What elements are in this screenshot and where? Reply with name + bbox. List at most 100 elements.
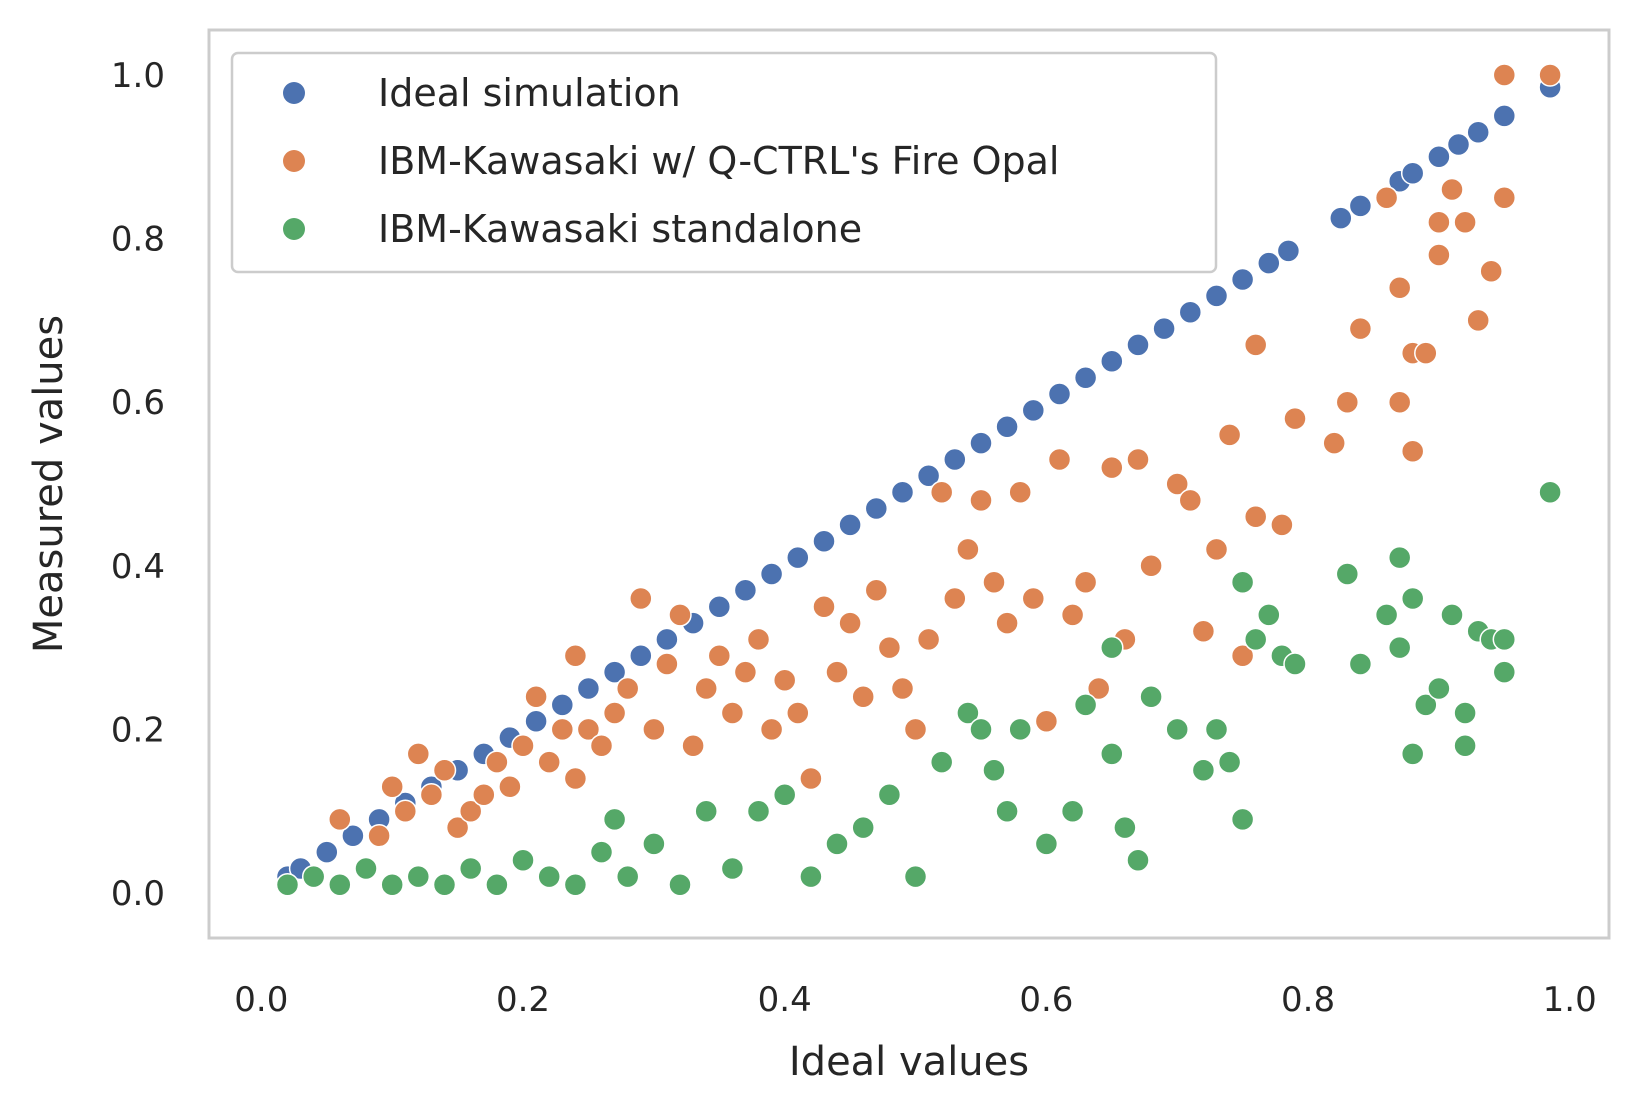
- point-series-1-50: [995, 611, 1019, 635]
- point-series-1-42: [890, 676, 915, 701]
- point-series-2-44: [1230, 570, 1255, 594]
- point-series-0-26: [943, 447, 967, 472]
- point-series-0-34: [1152, 316, 1176, 341]
- point-series-1-10: [485, 750, 509, 774]
- point-series-2-31: [1008, 717, 1032, 742]
- point-series-2-3: [354, 856, 378, 881]
- point-series-1-81: [1427, 210, 1451, 234]
- point-series-1-35: [799, 766, 823, 791]
- point-series-2-22: [825, 832, 849, 856]
- point-series-1-6: [432, 758, 457, 783]
- point-series-2-49: [1283, 652, 1307, 676]
- point-series-2-21: [799, 864, 823, 889]
- point-series-1-57: [1086, 676, 1111, 701]
- point-series-2-27: [956, 701, 980, 725]
- point-series-0-44: [1427, 145, 1451, 169]
- point-series-0-29: [1021, 398, 1046, 423]
- point-series-1-56: [1073, 570, 1098, 594]
- point-series-2-32: [1034, 832, 1059, 856]
- point-series-1-85: [1466, 308, 1490, 333]
- x-tick-label: 0.2: [496, 980, 550, 1020]
- point-series-2-61: [1453, 701, 1477, 725]
- point-series-2-8: [485, 873, 509, 897]
- point-series-1-83: [1440, 177, 1464, 202]
- point-series-2-30: [995, 799, 1019, 823]
- point-series-0-14: [629, 644, 653, 668]
- point-series-2-4: [380, 873, 404, 897]
- point-series-2-29: [982, 758, 1006, 783]
- point-series-1-24: [655, 652, 679, 676]
- point-series-1-9: [472, 783, 496, 807]
- point-series-0-23: [864, 496, 889, 521]
- point-series-2-47: [1257, 603, 1281, 627]
- point-series-2-53: [1387, 545, 1412, 570]
- x-tick-label: 0.6: [1019, 980, 1073, 1020]
- point-series-2-12: [589, 840, 614, 864]
- point-series-1-20: [602, 701, 627, 725]
- point-series-2-17: [694, 799, 718, 823]
- point-series-0-28: [995, 414, 1019, 439]
- point-series-1-23: [642, 717, 666, 742]
- point-series-1-88: [1492, 63, 1517, 87]
- point-series-2-56: [1400, 742, 1425, 766]
- point-series-1-37: [825, 660, 849, 684]
- legend-box: [230, 51, 1218, 274]
- point-series-1-84: [1453, 210, 1477, 234]
- point-series-1-40: [864, 578, 889, 603]
- point-series-1-82: [1427, 243, 1451, 267]
- point-series-1-45: [929, 480, 954, 504]
- point-series-1-25: [668, 603, 692, 627]
- point-series-1-30: [733, 660, 758, 684]
- legend-label-standalone: IBM-Kawasaki standalone: [378, 207, 862, 251]
- point-series-1-8: [458, 799, 483, 823]
- legend: Ideal simulation IBM-Kawasaki w/ Q-CTRL'…: [230, 51, 1218, 274]
- point-series-1-54: [1047, 447, 1072, 472]
- point-series-1-80: [1414, 341, 1438, 365]
- point-series-2-43: [1217, 750, 1242, 774]
- legend-marker-ideal: [283, 82, 305, 104]
- point-series-0-19: [759, 562, 784, 586]
- x-tick-label: 1.0: [1543, 980, 1597, 1020]
- y-tick-label: 0.4: [111, 547, 165, 587]
- point-series-1-46: [943, 586, 967, 611]
- point-series-1-55: [1060, 603, 1085, 627]
- point-series-2-16: [668, 873, 692, 897]
- point-series-2-41: [1191, 758, 1216, 783]
- point-series-1-52: [1021, 586, 1046, 611]
- point-series-1-60: [1126, 447, 1150, 472]
- point-series-2-39: [1139, 684, 1163, 709]
- point-series-1-29: [720, 701, 745, 725]
- point-series-1-66: [1217, 423, 1242, 447]
- point-series-2-59: [1440, 603, 1464, 627]
- point-series-2-19: [746, 799, 771, 823]
- point-series-1-12: [511, 734, 535, 758]
- y-tick-label: 0.2: [111, 710, 165, 750]
- point-series-0-46: [1466, 120, 1490, 145]
- point-series-1-51: [1008, 480, 1032, 504]
- point-series-2-15: [642, 832, 666, 856]
- x-axis-label: Ideal values: [789, 1039, 1029, 1085]
- point-series-2-33: [1060, 799, 1085, 823]
- point-series-2-58: [1427, 676, 1451, 701]
- point-series-1-7: [445, 815, 470, 840]
- point-series-2-14: [615, 864, 640, 889]
- point-series-2-18: [720, 856, 745, 881]
- point-series-1-48: [969, 488, 993, 513]
- point-series-1-67: [1230, 644, 1255, 668]
- point-series-2-35: [1100, 635, 1124, 660]
- point-series-0-12: [576, 676, 601, 701]
- legend-marker-fire-opal: [283, 150, 305, 172]
- point-series-0-31: [1073, 365, 1098, 390]
- point-series-1-58: [1100, 455, 1124, 480]
- point-series-2-0: [275, 873, 300, 897]
- point-series-0-41: [1348, 194, 1373, 218]
- point-series-0-22: [838, 513, 862, 537]
- point-series-1-33: [772, 668, 797, 693]
- point-series-1-76: [1387, 275, 1412, 300]
- point-series-1-72: [1322, 431, 1346, 455]
- point-series-0-35: [1178, 300, 1203, 324]
- point-series-0-37: [1230, 267, 1255, 292]
- point-series-1-18: [576, 717, 601, 742]
- point-series-1-34: [786, 701, 810, 725]
